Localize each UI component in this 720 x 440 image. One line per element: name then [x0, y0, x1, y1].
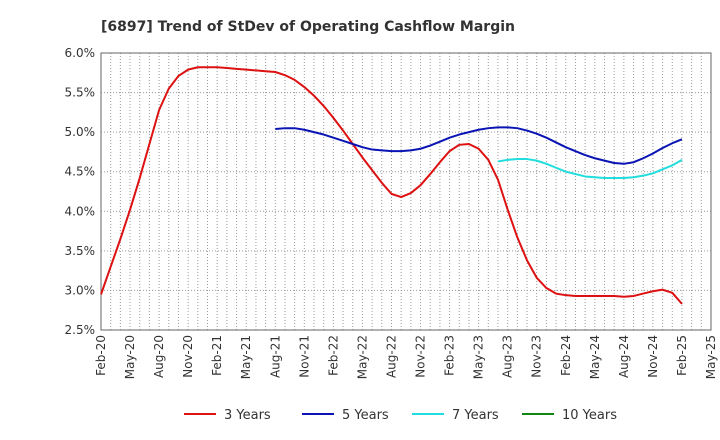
y-tick-label: 2.5% [65, 323, 96, 337]
chart-title: [6897] Trend of StDev of Operating Cashf… [101, 19, 515, 35]
x-tick-label: May-24 [588, 335, 602, 379]
legend: 3 Years 5 Years 7 Years 10 Years [184, 408, 617, 423]
y-tick-label: 3.5% [65, 244, 96, 258]
x-tick-label: Aug-21 [268, 335, 282, 378]
y-tick-label: 6.0% [65, 46, 96, 60]
x-tick-label: Feb-21 [210, 335, 224, 376]
legend-label: 7 Years [452, 408, 499, 423]
x-tick-label: May-23 [472, 335, 486, 379]
x-tick-label: May-20 [123, 335, 137, 379]
x-tick-label: Aug-23 [501, 335, 515, 378]
x-tick-label: Feb-22 [326, 335, 340, 376]
x-tick-label: Nov-23 [530, 335, 544, 378]
series-line-7-years [497, 158, 683, 180]
legend-label: 3 Years [224, 408, 271, 423]
x-tick-label: Aug-24 [617, 335, 631, 378]
x-tick-label: Nov-22 [414, 335, 428, 378]
x-tick-label: May-22 [355, 335, 369, 379]
x-tick-label: Nov-24 [646, 335, 660, 378]
x-tick-label: May-25 [704, 335, 718, 379]
legend-label: 5 Years [342, 408, 389, 423]
axes: 2.5% 3.0% 3.5% 4.0% 4.5% 5.0% 5.5% 6.0% Feb-20 Ma… [65, 46, 719, 379]
y-tick-label: 4.5% [65, 165, 96, 179]
series-line-5-years [275, 126, 683, 165]
x-tick-label: Feb-20 [94, 335, 108, 376]
plot-border [100, 52, 712, 331]
y-tick-label: 5.5% [65, 86, 96, 100]
legend-label: 10 Years [562, 408, 617, 423]
x-tick-label: Nov-20 [181, 335, 195, 378]
x-tick-label: May-21 [239, 335, 253, 379]
series-line-3-years [100, 66, 683, 305]
x-tick-label: Feb-24 [559, 335, 573, 376]
series-lines [100, 66, 683, 305]
y-tick-label: 3.0% [65, 283, 96, 297]
x-tick-label: Feb-25 [675, 335, 689, 376]
x-tick-label: Aug-22 [384, 335, 398, 378]
grid [100, 52, 712, 331]
x-tick-label: Aug-20 [152, 335, 166, 378]
x-tick-label: Nov-21 [297, 335, 311, 378]
y-tick-label: 5.0% [65, 125, 96, 139]
plot-area [101, 53, 711, 330]
x-tick-label: Feb-23 [443, 335, 457, 376]
y-tick-label: 4.0% [65, 204, 96, 218]
